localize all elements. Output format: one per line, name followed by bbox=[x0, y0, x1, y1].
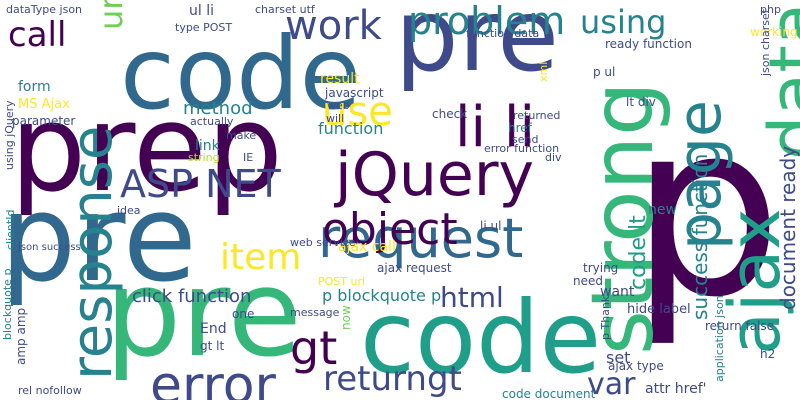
word-json-charset: json charset bbox=[759, 8, 772, 76]
word-var: var bbox=[587, 367, 636, 400]
word-object: object bbox=[322, 204, 458, 255]
word-ie: IE bbox=[243, 151, 254, 164]
word-using-jquery: using jQuery bbox=[3, 100, 16, 170]
word-success: success function bbox=[688, 153, 712, 320]
word-url: url bbox=[92, 0, 130, 30]
word-code-document: code document bbox=[502, 387, 596, 400]
word-parameter: parameter bbox=[12, 114, 76, 128]
word-gt-lt: gt lt bbox=[200, 339, 225, 353]
word-ajax-request: ajax request bbox=[377, 261, 452, 275]
word-work: work bbox=[285, 3, 382, 49]
word-message: message bbox=[290, 306, 340, 319]
word-make: make bbox=[226, 129, 257, 142]
word-result: result bbox=[320, 71, 360, 87]
word-lt-div: lt div bbox=[626, 95, 656, 109]
word-web: web bbox=[327, 99, 350, 112]
word-hide-label: hide label bbox=[627, 302, 691, 317]
word-div: div bbox=[545, 151, 562, 164]
word-form: form bbox=[18, 79, 51, 95]
word-href: href bbox=[508, 121, 532, 135]
word-ms-ajax: MS Ajax bbox=[18, 97, 70, 112]
word-prep: prep bbox=[10, 80, 283, 219]
word-php: php bbox=[760, 3, 781, 16]
word-pre-top: pre bbox=[395, 0, 559, 94]
word-request: request bbox=[318, 207, 524, 270]
word-returngt: returngt bbox=[323, 359, 462, 399]
word-post-url: POST url bbox=[318, 275, 366, 288]
word-call: call bbox=[8, 15, 67, 55]
word-li-ul: li ul bbox=[480, 219, 502, 233]
word-need: need bbox=[573, 274, 603, 288]
word-method: method bbox=[183, 98, 253, 119]
word-click-fn: click function bbox=[132, 286, 252, 307]
word-rel: rel nofollow bbox=[18, 384, 82, 397]
word-working: working bbox=[750, 25, 798, 39]
word-now: now bbox=[339, 305, 353, 330]
word-type-post: type POST bbox=[175, 21, 233, 34]
word-ul-li: ul li bbox=[189, 3, 214, 19]
word-asp: ASP NET bbox=[120, 162, 281, 206]
word-amp-amp: amp amp bbox=[14, 307, 28, 365]
word-return-false: return false bbox=[705, 319, 775, 333]
word-json-success: json success bbox=[18, 242, 81, 253]
word-will: will bbox=[326, 112, 345, 125]
word-datatype: dataType json bbox=[6, 3, 83, 16]
word-javascript: javascript bbox=[325, 86, 384, 100]
word-web-service: web service bbox=[290, 236, 356, 249]
word-using: using bbox=[580, 3, 667, 41]
word-problem: problem bbox=[408, 0, 566, 43]
word-h2: h2 bbox=[760, 347, 776, 361]
word-pre-left: pre bbox=[0, 170, 197, 309]
word-string: string bbox=[188, 151, 220, 164]
word-trying: trying bbox=[583, 261, 619, 275]
word-doc-ready: document ready bbox=[776, 145, 800, 310]
word-error-fn: error function bbox=[484, 142, 560, 155]
word-jquery: jQuery bbox=[335, 140, 535, 210]
word-li: li li bbox=[455, 95, 536, 160]
word-pre-bottom: pre bbox=[105, 245, 302, 384]
word-p-right: p bbox=[630, 70, 783, 350]
word-xml: xml bbox=[537, 61, 550, 82]
word-returned: returned bbox=[513, 109, 561, 122]
word-attr: attr href' bbox=[645, 381, 707, 397]
word-charset: charset utf bbox=[255, 3, 315, 16]
word-function-data: function data bbox=[466, 27, 540, 40]
word-send: send bbox=[512, 133, 539, 146]
word-item: item bbox=[220, 237, 302, 278]
word-one: one bbox=[232, 307, 255, 321]
word-set: set bbox=[606, 348, 631, 367]
word-blockquote-p: blockquote p bbox=[1, 268, 14, 340]
word-code-lt: code lt bbox=[626, 215, 651, 290]
word-want: want bbox=[600, 284, 635, 300]
word-idea: idea bbox=[117, 204, 141, 217]
word-use: use bbox=[322, 89, 393, 135]
word-actually: actually bbox=[190, 115, 234, 128]
word-app-json: application json bbox=[713, 295, 726, 382]
word-link: link bbox=[195, 138, 220, 154]
word-new: new bbox=[648, 202, 677, 218]
word-code-bottom: code bbox=[360, 279, 602, 396]
word-end: End bbox=[200, 321, 227, 337]
word-p-ul: p ul bbox=[593, 65, 616, 79]
word-p-blockquote: p blockquote p bbox=[322, 286, 442, 305]
word-html: html bbox=[440, 281, 504, 314]
word-code-top: code bbox=[120, 15, 362, 132]
word-error: error bbox=[150, 356, 276, 400]
word-ajax-call: ajax call bbox=[338, 239, 396, 255]
word-ajax-type: ajax type bbox=[608, 359, 664, 373]
word-p-thank: p Thank bbox=[599, 295, 612, 340]
word-check: check bbox=[432, 107, 468, 121]
word-ready-fn: ready function bbox=[605, 37, 692, 51]
word-clientid: clientId bbox=[4, 209, 17, 250]
word-function-mid: function bbox=[318, 119, 384, 138]
word-gt: gt bbox=[290, 321, 338, 375]
